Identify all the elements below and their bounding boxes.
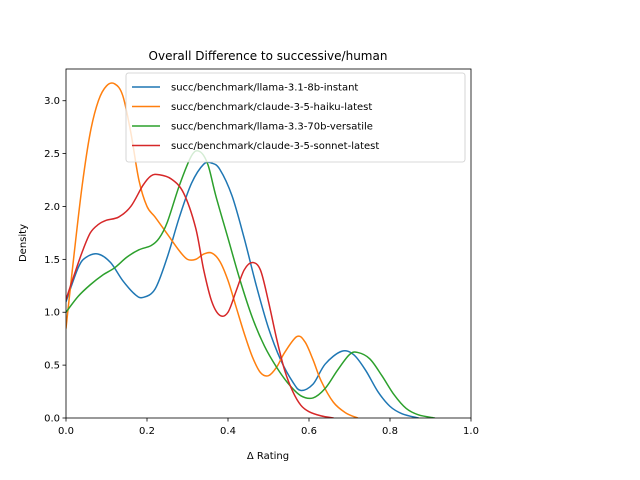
y-tick-label: 1.0 bbox=[44, 308, 60, 319]
legend-label-4: succ/benchmark/claude-3-5-sonnet-latest bbox=[171, 141, 379, 152]
legend-label-3: succ/benchmark/llama-3.3-70b-versatile bbox=[171, 122, 373, 133]
x-axis-label: Δ Rating bbox=[247, 451, 289, 462]
x-tick-label: 0.4 bbox=[220, 426, 236, 437]
x-tick-label: 0.2 bbox=[139, 426, 155, 437]
series-line-4 bbox=[66, 173, 335, 418]
y-tick-label: 0.5 bbox=[44, 361, 60, 372]
y-tick-label: 2.5 bbox=[44, 149, 60, 160]
legend-label-2: succ/benchmark/claude-3-5-haiku-latest bbox=[171, 102, 372, 113]
legend-box bbox=[125, 72, 466, 163]
plot-frame bbox=[65, 68, 472, 419]
x-tick-label: 0.0 bbox=[58, 426, 74, 437]
chart-title: Overall Difference to successive/human bbox=[149, 49, 388, 63]
series-line-3 bbox=[66, 149, 436, 418]
series-layer bbox=[66, 82, 436, 418]
y-tick-label: 0.0 bbox=[44, 414, 60, 425]
legend: succ/benchmark/llama-3.1-8b-instant succ/… bbox=[125, 72, 466, 163]
y-axis-label: Density bbox=[18, 224, 29, 262]
y-tick-label: 3.0 bbox=[44, 96, 60, 107]
x-tick-label: 1.0 bbox=[463, 426, 479, 437]
x-tick-label: 0.6 bbox=[301, 426, 317, 437]
series-line-2 bbox=[66, 82, 359, 418]
y-tick-label: 1.5 bbox=[44, 255, 60, 266]
y-tick-label: 2.0 bbox=[44, 202, 60, 213]
x-tick-label: 0.8 bbox=[382, 426, 398, 437]
series-line-1 bbox=[66, 161, 420, 418]
axes-layer: 0.0 0.2 0.4 0.6 0.8 1.0 0.0 0.5 1.0 1.5 2.0 2.5 3.0 bbox=[44, 68, 479, 437]
legend-label-1: succ/benchmark/llama-3.1-8b-instant bbox=[171, 83, 358, 94]
